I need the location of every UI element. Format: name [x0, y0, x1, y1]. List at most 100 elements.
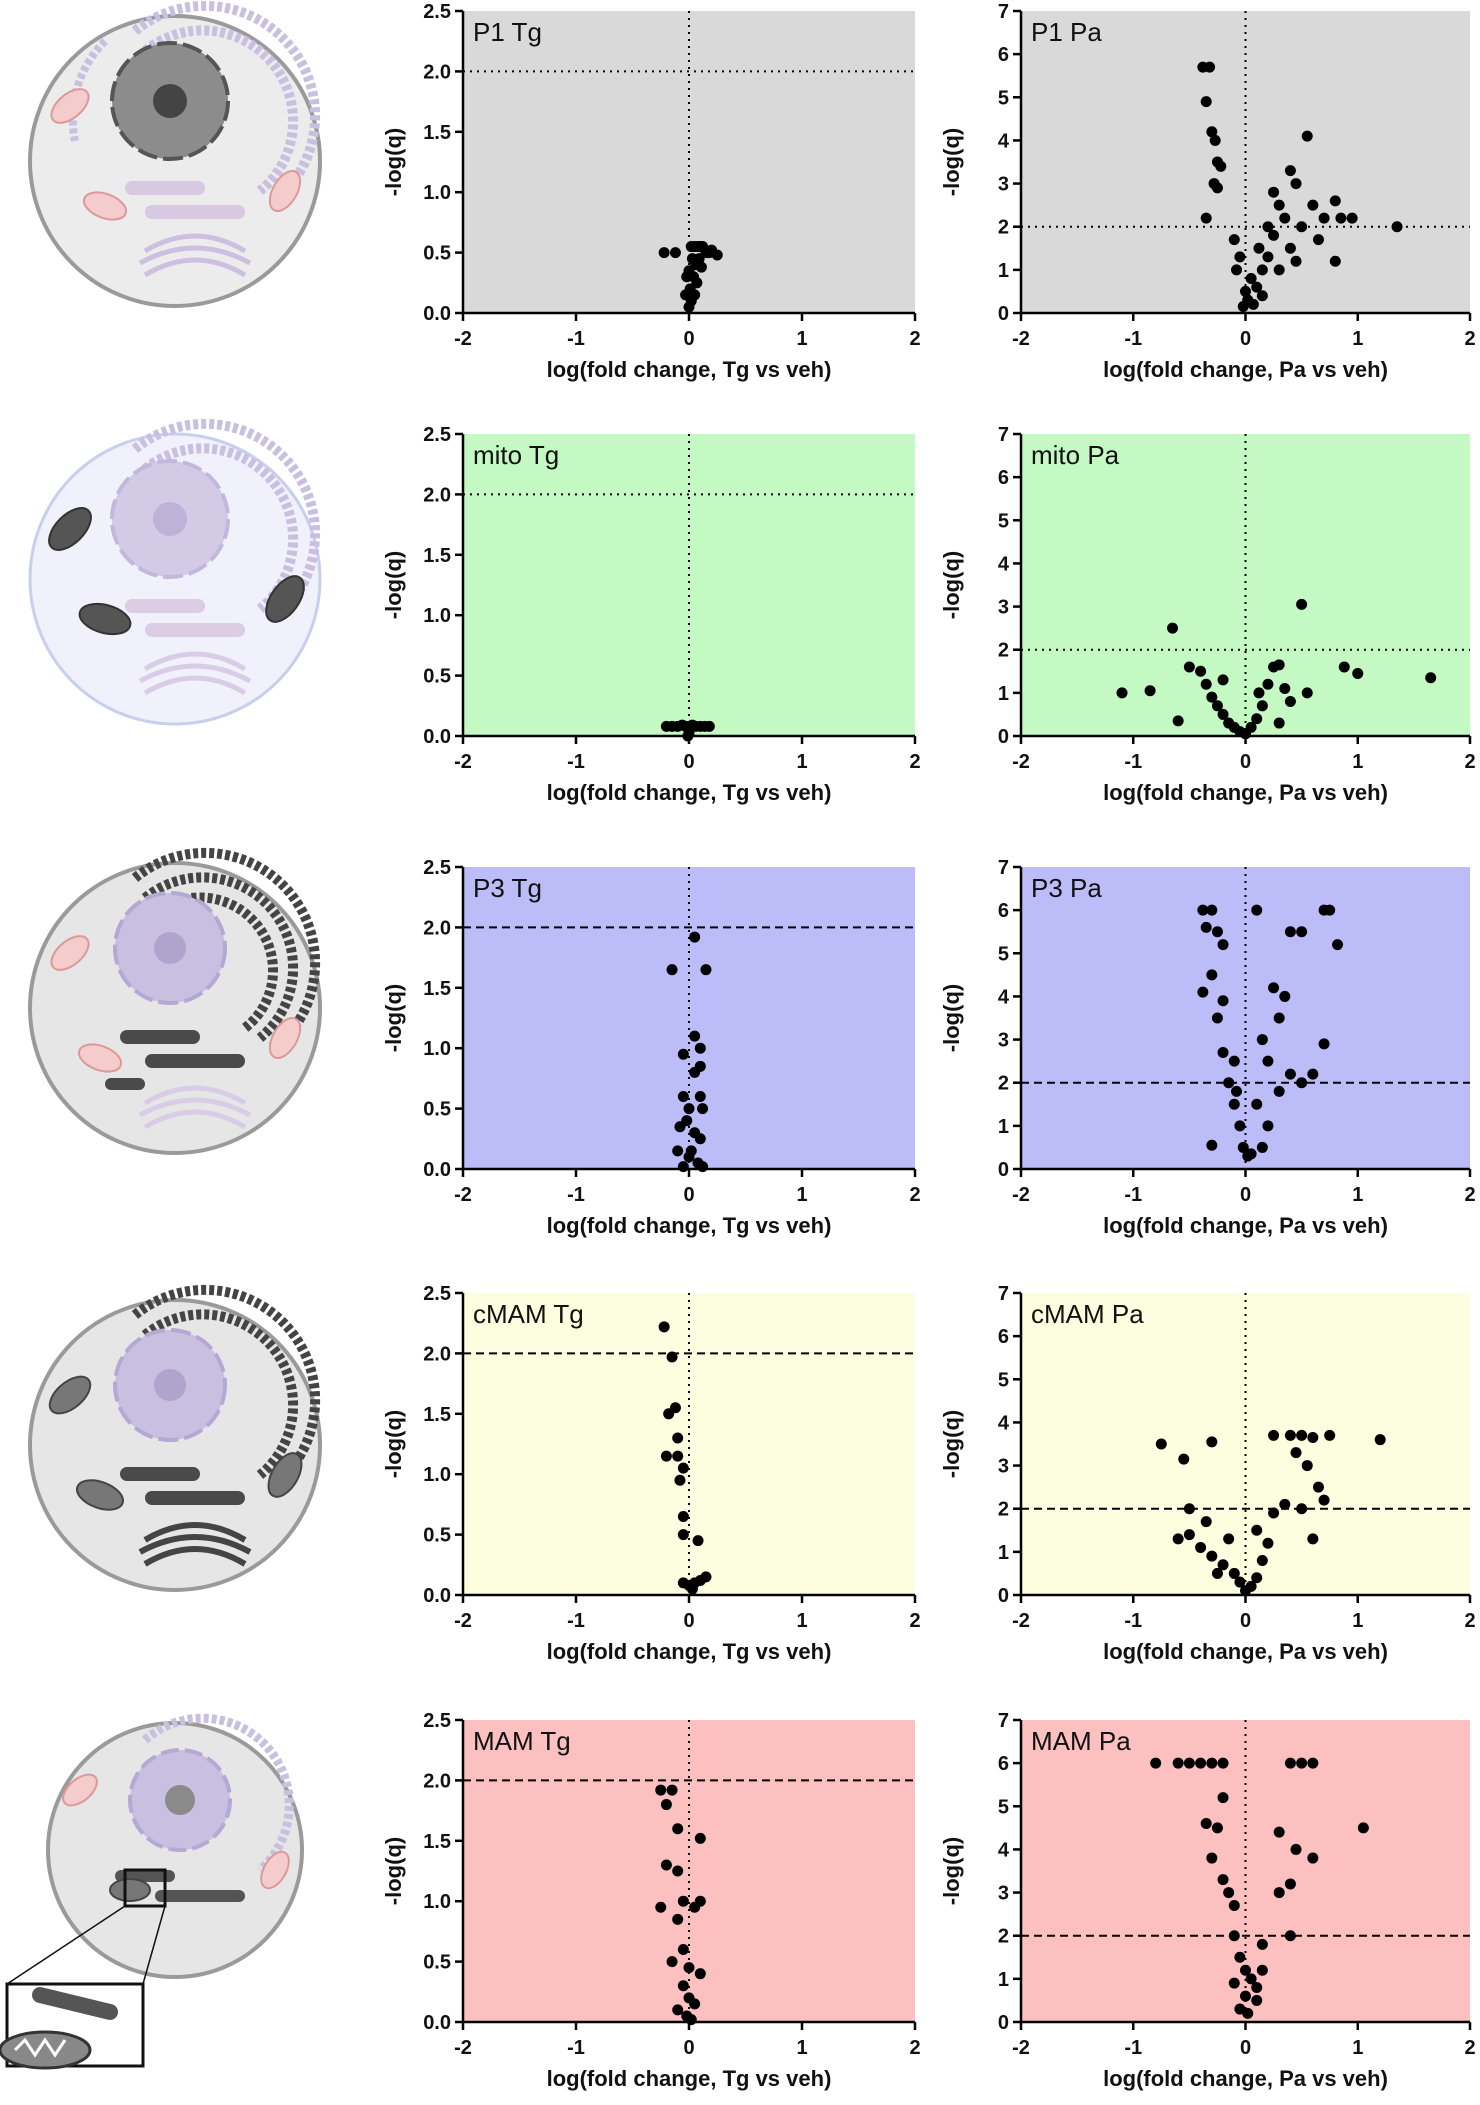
- data-point: [1296, 598, 1308, 610]
- data-point: [1204, 61, 1216, 73]
- data-point: [1206, 691, 1218, 703]
- y-tick-label: 6: [998, 900, 1009, 922]
- data-point: [672, 1823, 684, 1835]
- data-point: [1253, 687, 1265, 699]
- data-point: [1284, 926, 1296, 938]
- data-point: [1318, 1038, 1330, 1050]
- data-point: [686, 1583, 698, 1595]
- x-tick-label: 2: [909, 751, 920, 773]
- panel-title: mito Tg: [473, 440, 559, 470]
- data-point: [1200, 1516, 1212, 1528]
- y-tick-label: 4: [998, 1412, 1010, 1434]
- x-tick-label: 0: [1240, 1184, 1251, 1206]
- data-point: [1183, 1529, 1195, 1541]
- data-point: [1268, 1507, 1280, 1519]
- data-point: [1228, 1930, 1240, 1942]
- data-point: [695, 261, 707, 273]
- y-axis-label: -log(q): [381, 551, 406, 619]
- cell-illustrations: [0, 0, 322, 2070]
- data-point: [1324, 904, 1336, 916]
- data-point: [1200, 678, 1212, 690]
- y-tick-label: 3: [998, 174, 1009, 196]
- data-point: [1251, 904, 1263, 916]
- y-tick-label: 0: [998, 1159, 1009, 1181]
- y-tick-label: 4: [998, 1839, 1010, 1861]
- x-tick-label: 2: [1464, 751, 1475, 773]
- data-point: [697, 1103, 709, 1115]
- x-tick-label: 0: [1240, 328, 1251, 350]
- data-point: [1206, 1757, 1218, 1769]
- data-point: [1279, 683, 1291, 695]
- data-point: [711, 249, 723, 261]
- y-tick-label: 1: [998, 1969, 1009, 1991]
- y-tick-label: 1.0: [423, 605, 451, 627]
- data-point: [1268, 982, 1280, 994]
- x-tick-label: 1: [796, 2037, 807, 2059]
- y-tick-label: 1.5: [423, 1831, 451, 1853]
- data-point: [1279, 212, 1291, 224]
- data-point: [1268, 186, 1280, 198]
- data-point: [666, 964, 678, 976]
- data-point: [1307, 1068, 1319, 1080]
- data-point: [685, 1145, 697, 1157]
- data-point: [1296, 1503, 1308, 1515]
- data-point: [1301, 1460, 1313, 1472]
- data-point: [666, 1351, 678, 1363]
- data-point: [1200, 96, 1212, 108]
- x-tick-label: 0: [1240, 1610, 1251, 1632]
- y-tick-label: 6: [998, 1753, 1009, 1775]
- x-axis-label: log(fold change, Pa vs veh): [1103, 357, 1388, 382]
- y-tick-label: 7: [998, 1283, 1009, 1305]
- cell-nucleus: [28, 0, 322, 308]
- data-point: [1231, 264, 1243, 276]
- y-tick-label: 2: [998, 1073, 1009, 1095]
- data-point: [1279, 990, 1291, 1002]
- data-point: [689, 1066, 701, 1078]
- y-tick-label: 2: [998, 640, 1009, 662]
- y-tick-label: 2.5: [423, 1, 451, 23]
- data-point: [694, 1968, 706, 1980]
- volcano-plot: 0.0 0.5 1.0 1.5 2.0 2.5 -2 -1 0 1 2 MAM Tg log(fold …: [381, 1710, 921, 2091]
- x-tick-label: 2: [1464, 2037, 1475, 2059]
- x-tick-label: -1: [567, 2037, 585, 2059]
- plot-background: [1021, 434, 1470, 736]
- panel-title: P1 Pa: [1031, 17, 1102, 47]
- data-point: [1290, 255, 1302, 267]
- data-point: [658, 247, 670, 259]
- plot-background: [1021, 11, 1470, 313]
- y-tick-label: 0.0: [423, 726, 451, 748]
- data-point: [1307, 1432, 1319, 1444]
- data-point: [669, 247, 681, 259]
- data-point: [1284, 1429, 1296, 1441]
- data-point: [1262, 1055, 1274, 1067]
- data-point: [672, 1432, 684, 1444]
- x-tick-label: 0: [1240, 2037, 1251, 2059]
- y-tick-label: 3: [998, 1030, 1009, 1052]
- data-point: [1301, 130, 1313, 142]
- x-tick-label: 1: [796, 1184, 807, 1206]
- data-point: [1273, 659, 1285, 671]
- data-point: [1251, 281, 1263, 293]
- y-tick-label: 5: [998, 943, 1009, 965]
- data-point: [1228, 1055, 1240, 1067]
- data-point: [1223, 1533, 1235, 1545]
- data-point: [1307, 1533, 1319, 1545]
- x-axis-label: log(fold change, Pa vs veh): [1103, 1213, 1388, 1238]
- data-point: [677, 1895, 689, 1907]
- x-tick-label: -1: [1124, 328, 1142, 350]
- x-tick-label: 2: [909, 1610, 920, 1632]
- data-point: [1240, 1990, 1251, 2002]
- y-tick-label: 0: [998, 303, 1009, 325]
- data-point: [672, 1865, 684, 1877]
- data-point: [660, 1799, 672, 1811]
- data-point: [1318, 1494, 1330, 1506]
- x-tick-label: -1: [1124, 751, 1142, 773]
- y-tick-label: 0.5: [423, 1099, 451, 1121]
- y-tick-label: 3: [998, 1456, 1009, 1478]
- y-tick-label: 0.5: [423, 1525, 451, 1547]
- y-tick-label: 0.5: [423, 1952, 451, 1974]
- data-point: [1195, 665, 1207, 677]
- data-point: [1228, 1977, 1240, 1989]
- panel-title: P3 Tg: [473, 873, 542, 903]
